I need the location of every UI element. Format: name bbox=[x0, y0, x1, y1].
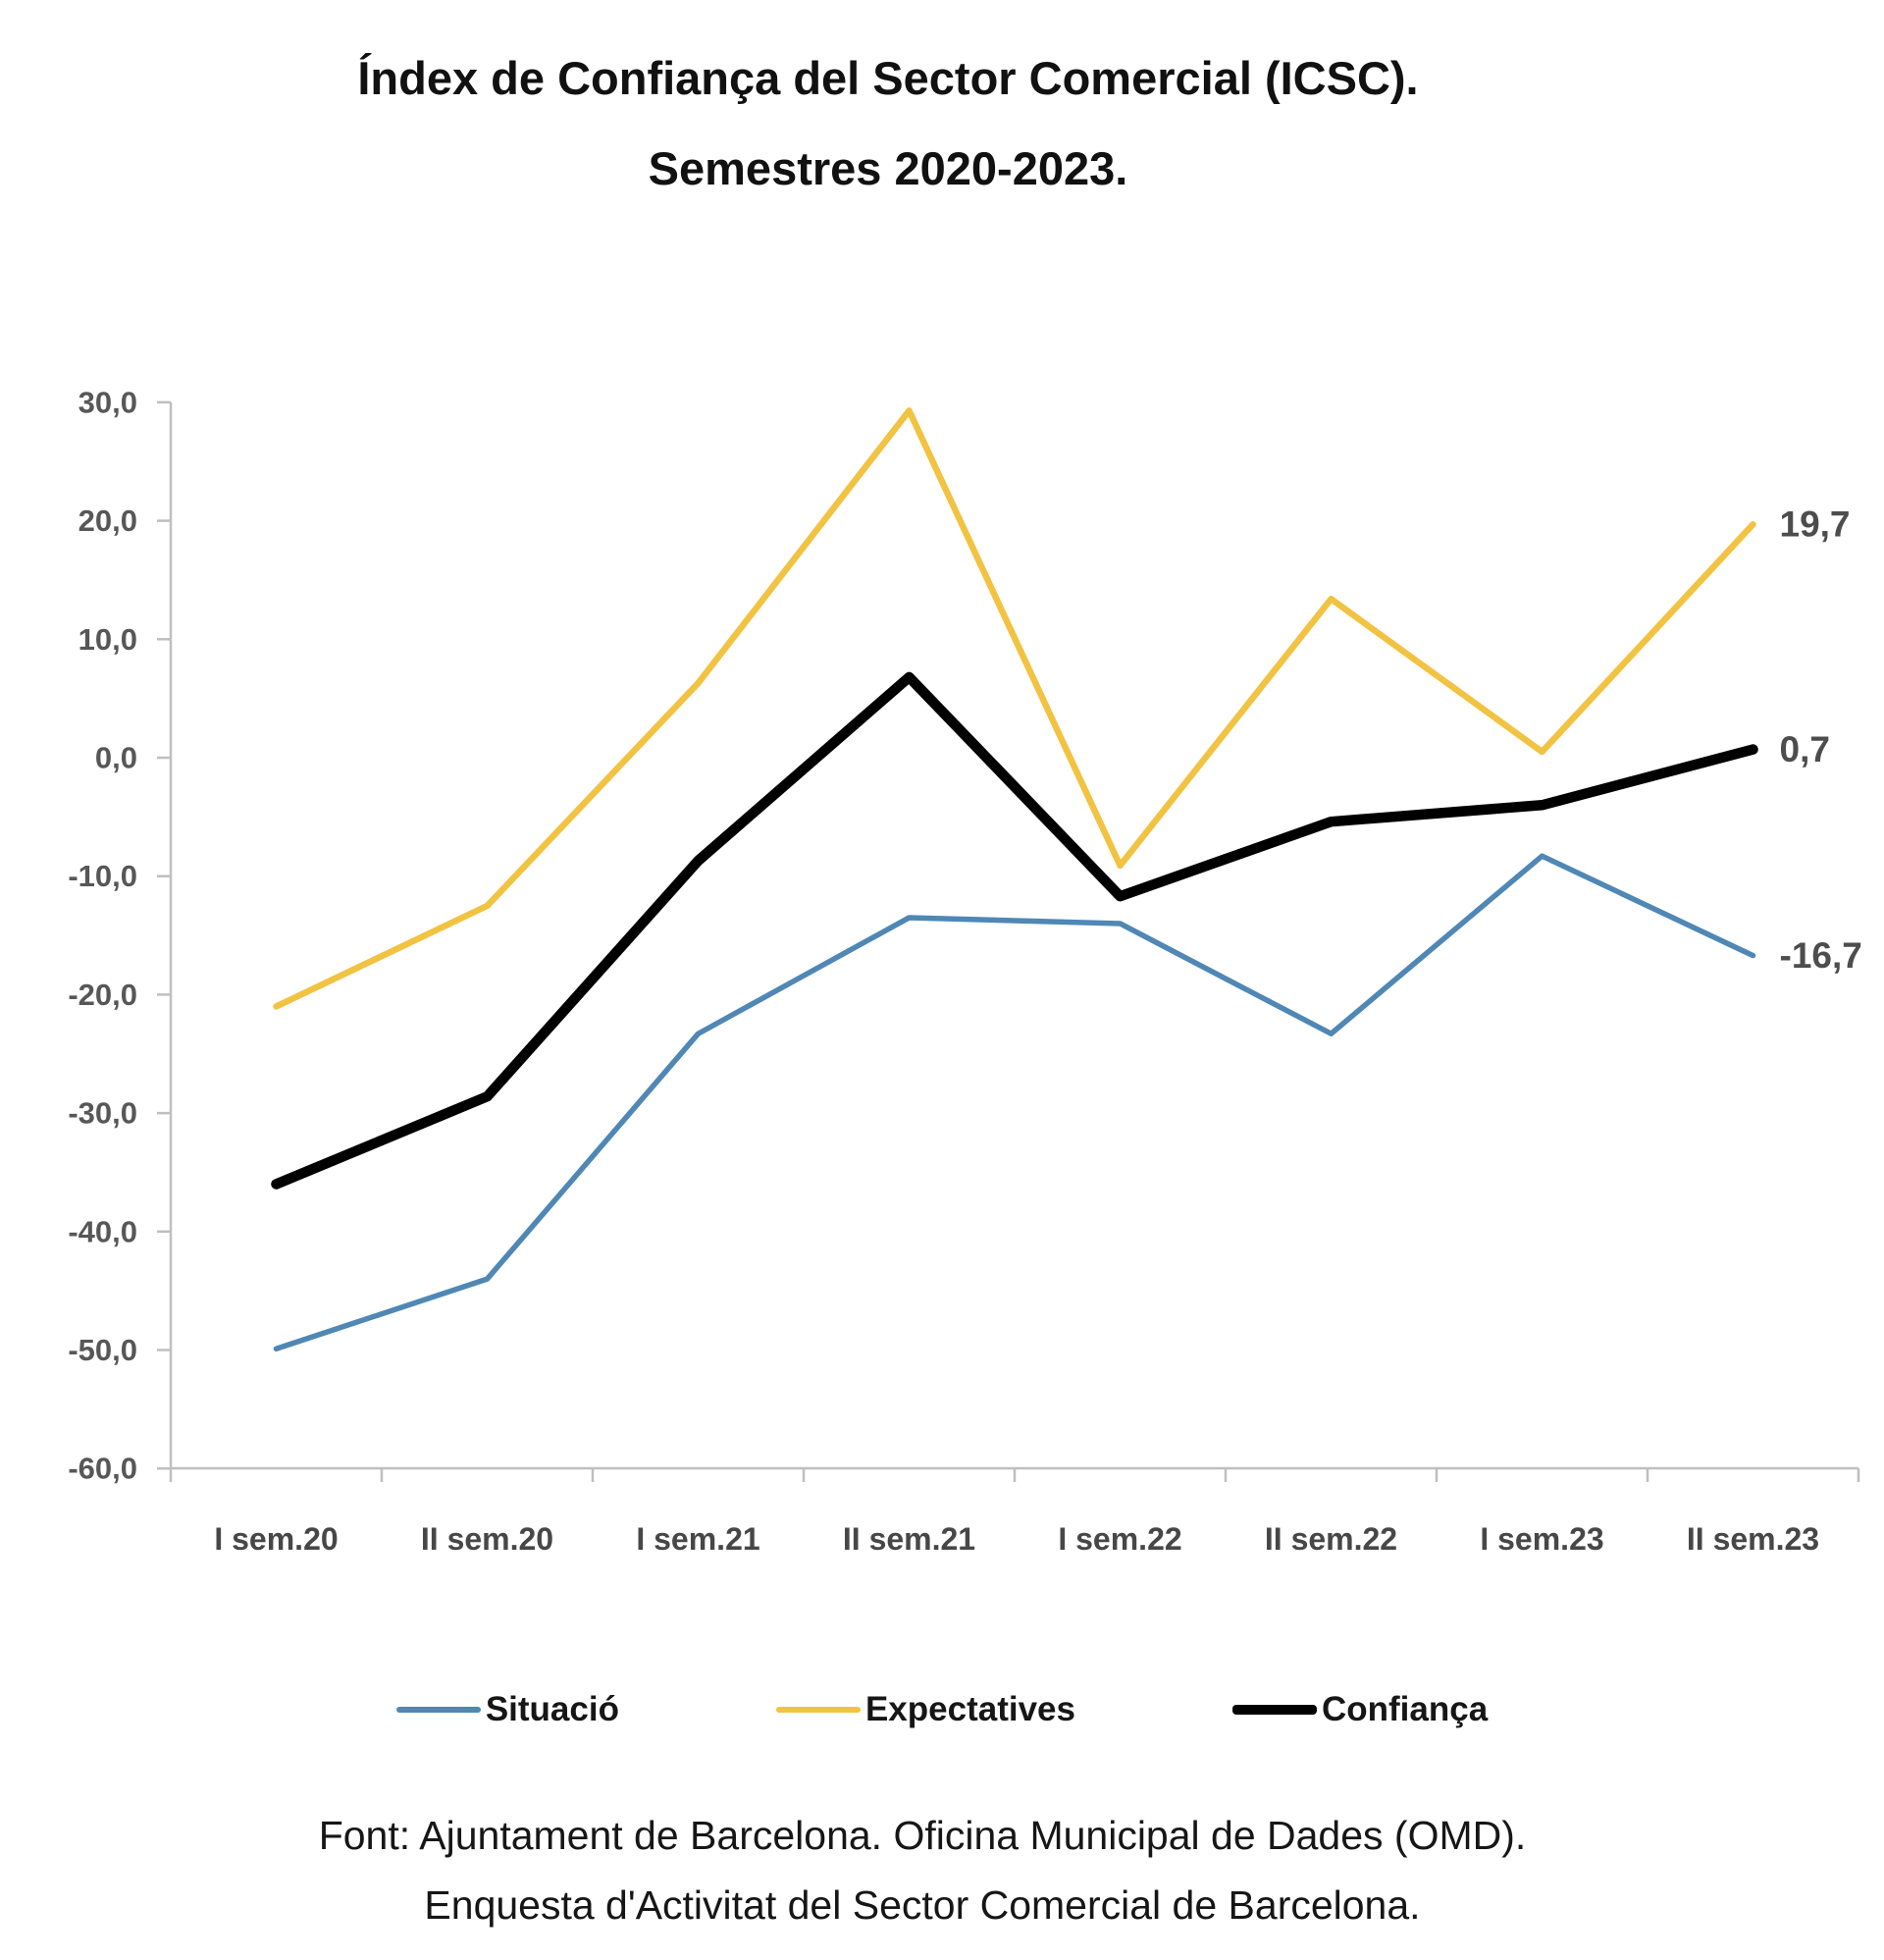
x-category-label: II sem.20 bbox=[421, 1521, 553, 1557]
source-note-line1: Font: Ajuntament de Barcelona. Oficina M… bbox=[318, 1813, 1527, 1858]
legend-label-confianca: Confiança bbox=[1321, 1690, 1489, 1728]
y-tick-label: -20,0 bbox=[68, 978, 137, 1012]
series-end-label-expectatives: 19,7 bbox=[1780, 504, 1851, 545]
source-note: Font: Ajuntament de Barcelona. Oficina M… bbox=[0, 1801, 1845, 1939]
legend-item-situacio: Situació bbox=[395, 1690, 619, 1729]
y-tick-label: 10,0 bbox=[78, 622, 137, 657]
x-category-label: II sem.21 bbox=[843, 1521, 975, 1557]
legend-swatch-expectatives bbox=[775, 1706, 861, 1714]
y-tick-label: -40,0 bbox=[68, 1214, 137, 1248]
y-tick-label: 30,0 bbox=[78, 385, 137, 419]
chart-title-line1: Índex de Confiança del Sector Comercial … bbox=[357, 52, 1419, 104]
x-category-label: II sem.22 bbox=[1265, 1521, 1397, 1557]
y-tick-label: -50,0 bbox=[68, 1333, 137, 1367]
series-line-confianca bbox=[271, 671, 1758, 1190]
series-line-expectatives bbox=[273, 407, 1756, 1010]
series-end-label-confianca: 0,7 bbox=[1780, 729, 1830, 769]
series-end-label-situacio: -16,7 bbox=[1780, 935, 1862, 976]
x-category-label: I sem.20 bbox=[214, 1521, 338, 1557]
legend-item-confianca: Confiança bbox=[1231, 1690, 1489, 1729]
chart-title-line2: Semestres 2020-2023. bbox=[648, 141, 1128, 194]
x-category-label: I sem.22 bbox=[1058, 1521, 1181, 1557]
y-tick-label: -30,0 bbox=[68, 1096, 137, 1131]
chart-title: Índex de Confiança del Sector Comercial … bbox=[0, 33, 1776, 213]
legend-swatch-confianca bbox=[1231, 1704, 1317, 1716]
y-tick-label: -60,0 bbox=[68, 1452, 137, 1486]
series-line-situacio bbox=[273, 853, 1756, 1352]
y-tick-label: -10,0 bbox=[68, 859, 137, 893]
y-tick-label: 0,0 bbox=[95, 741, 137, 775]
x-category-label: I sem.23 bbox=[1480, 1521, 1603, 1557]
y-tick-label: 20,0 bbox=[78, 503, 137, 538]
legend-swatch-situacio bbox=[395, 1707, 481, 1713]
chart-legend: Situació Expectatives Confiança bbox=[20, 1690, 1864, 1729]
source-note-line2: Enquesta d'Activitat del Sector Comercia… bbox=[424, 1881, 1421, 1928]
legend-item-expectatives: Expectatives bbox=[775, 1690, 1075, 1729]
legend-label-expectatives: Expectatives bbox=[864, 1690, 1075, 1728]
x-category-label: I sem.21 bbox=[636, 1521, 759, 1557]
x-category-label: II sem.23 bbox=[1687, 1521, 1819, 1557]
icsc-line-chart: 30,0 20,0 10,0 0,0 -10,0 -20,0 -30,0 -40,0 -50,0… bbox=[68, 385, 1862, 1557]
legend-label-situacio: Situació bbox=[485, 1690, 619, 1728]
